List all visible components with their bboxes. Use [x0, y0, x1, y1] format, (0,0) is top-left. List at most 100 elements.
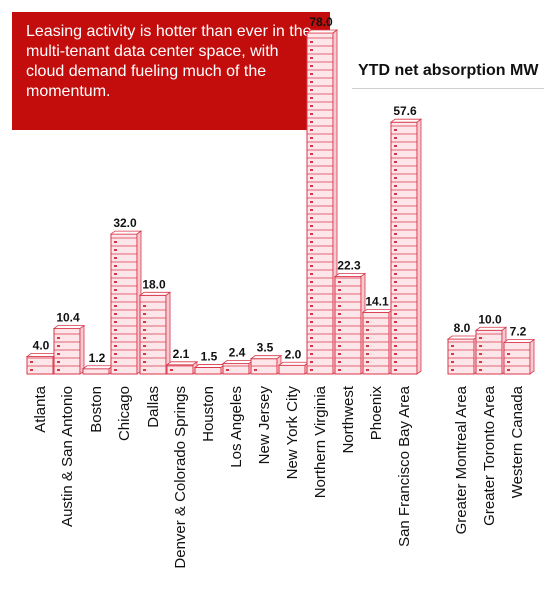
bar-unit-led [394, 185, 397, 187]
category-label: Los Angeles [228, 386, 245, 468]
value-label: 1.2 [89, 351, 106, 365]
bar-unit-led [451, 353, 454, 355]
bar-unit-led [366, 361, 369, 363]
bar-unit-led [394, 153, 397, 155]
bar-unit-led [310, 129, 313, 131]
bar-top-cap [138, 291, 172, 296]
bar-unit-led [310, 105, 313, 107]
bar-unit-led [451, 369, 454, 371]
bar-unit-led [143, 361, 146, 363]
bar-top-cap [221, 360, 255, 364]
bar-unit-led [143, 305, 146, 307]
bar-body [139, 294, 167, 375]
bar-unit-led [366, 345, 369, 347]
bar-unit-led [310, 65, 313, 67]
bar [305, 29, 339, 375]
bar [109, 230, 143, 375]
bar-unit-led [338, 289, 341, 291]
bar-unit-led [114, 321, 117, 323]
callout-box: Leasing activity is hotter than ever in … [12, 12, 330, 130]
bar-unit-led [394, 345, 397, 347]
bar-unit-led [366, 321, 369, 323]
bar-unit-led [394, 137, 397, 139]
bar-side-face [79, 324, 85, 375]
bar-unit-led [394, 313, 397, 315]
bar-body [82, 368, 110, 375]
bar-unit-led [394, 361, 397, 363]
title-underline [352, 88, 544, 89]
value-label: 1.5 [201, 349, 218, 363]
bar-unit-led [310, 297, 313, 299]
bar-unit-led [507, 361, 510, 363]
bar-top-cap [249, 355, 283, 360]
category-label: San Francisco Bay Area [396, 385, 413, 547]
bar-side-face [416, 118, 422, 375]
bar-top-cap [333, 273, 367, 277]
bar [52, 324, 86, 375]
bar-unit-led [310, 89, 313, 91]
bar [138, 291, 172, 375]
bar-side-face [165, 291, 171, 375]
bar-unit-led [394, 177, 397, 179]
bar-unit-led [394, 233, 397, 235]
chart-title: YTD net absorption MW [358, 62, 539, 79]
category-label: New Jersey [256, 386, 273, 465]
bar-unit-led [114, 265, 117, 267]
bar-body [447, 338, 475, 375]
bar-unit-led [394, 241, 397, 243]
bar-unit-led [310, 41, 313, 43]
bar-unit-led [310, 217, 313, 219]
value-label: 3.5 [257, 341, 274, 355]
category-label: Greater Montreal Area [453, 385, 470, 534]
bar-unit-led [226, 369, 229, 371]
bar-unit-led [310, 313, 313, 315]
bar-unit-led [479, 361, 482, 363]
bar-unit-led [310, 209, 313, 211]
bar-unit-led [114, 249, 117, 251]
value-label: 7.2 [510, 325, 527, 339]
bar-unit-led [114, 305, 117, 307]
category-label: Greater Toronto Area [481, 385, 498, 525]
bar-unit-led [310, 57, 313, 59]
bar-unit-led [30, 361, 33, 363]
bar-unit-led [57, 353, 60, 355]
bar-unit-led [310, 97, 313, 99]
category-label: Western Canada [509, 385, 526, 498]
bar-unit-led [338, 337, 341, 339]
bar-unit-led [394, 353, 397, 355]
bar-unit-led [338, 329, 341, 331]
bar-unit-led [310, 185, 313, 187]
bar-unit-led [57, 345, 60, 347]
bar-body [222, 363, 250, 375]
bar-unit-led [394, 161, 397, 163]
bar-unit-led [310, 169, 313, 171]
bar-unit-led [394, 329, 397, 331]
bar-unit-led [507, 353, 510, 355]
bar-unit-led [310, 161, 313, 163]
bar-top-cap [305, 29, 339, 34]
category-label: New York City [284, 386, 301, 480]
bar-unit-led [310, 153, 313, 155]
bar [333, 272, 367, 375]
bar-unit-led [394, 369, 397, 371]
bar-unit-led [394, 129, 397, 131]
bar-unit-led [114, 345, 117, 347]
bar-unit-led [310, 369, 313, 371]
bar-unit-led [394, 273, 397, 275]
bar-unit-led [366, 337, 369, 339]
bar-top-cap [502, 339, 536, 343]
value-label: 78.0 [309, 15, 333, 29]
bar-unit-led [310, 137, 313, 139]
bar-unit-led [114, 281, 117, 283]
value-label: 57.6 [393, 104, 417, 118]
callout-text: Leasing activity is hotter than ever in … [26, 23, 312, 100]
bar-unit-led [114, 297, 117, 299]
bar [221, 359, 255, 375]
bar-unit-led [394, 337, 397, 339]
bar-unit-led [310, 257, 313, 259]
bar-unit-led [114, 241, 117, 243]
bar-unit-led [114, 289, 117, 291]
bar-unit-led [451, 345, 454, 347]
bar-unit-led [310, 225, 313, 227]
